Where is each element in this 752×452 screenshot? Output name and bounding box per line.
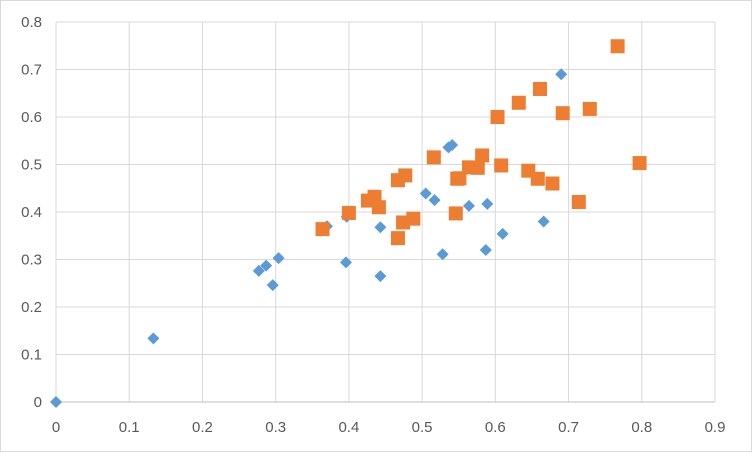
x-tick-label: 0.9 [705,419,726,436]
data-point-diamond [419,187,432,200]
data-point-diamond [260,259,273,272]
tick-labels: 0 0.1 0.2 0.3 0.4 0.5 0.6 0.7 0.8 0 0.1 0.2 0.3 0.4 0.… [21,14,725,436]
data-point-square [448,206,463,221]
x-tick-label: 0.4 [338,419,359,436]
data-point-square [582,101,597,116]
y-tick-label: 0 [34,394,42,411]
data-point-diamond [339,256,352,269]
data-point-diamond [479,244,492,256]
x-tick-label: 0.7 [558,419,579,436]
gridlines [56,21,716,402]
data-point-square [452,171,467,186]
data-point-square [371,200,386,215]
x-tick-label: 0.6 [485,419,506,436]
data-point-diamond [252,264,265,277]
data-point-square [555,106,570,121]
data-point-diamond [481,197,494,210]
y-tick-label: 0.4 [21,204,42,221]
x-tick-label: 0.8 [631,419,652,436]
y-tick-label: 0.1 [21,347,42,364]
data-point-diamond [374,270,387,283]
data-point-diamond [496,227,509,240]
y-tick-label: 0.5 [21,157,42,174]
y-tick-label: 0.8 [21,14,42,31]
data-point-diamond [374,221,387,234]
data-point-square [341,205,356,220]
data-point-diamond [462,199,475,212]
axes [55,22,715,403]
y-tick-label: 0.3 [21,252,42,269]
y-tick-label: 0.6 [21,109,42,126]
data-point-square [532,81,547,96]
data-point-square [398,168,413,183]
data-point-diamond [266,279,279,292]
data-point-square [571,195,586,210]
series [50,39,647,408]
data-point-diamond [446,139,459,152]
data-point-diamond [555,68,568,81]
data-point-square [475,148,490,163]
data-point-square [610,39,625,54]
data-point-square [494,158,509,173]
data-point-diamond [272,252,285,265]
data-point-square [490,110,505,124]
x-tick-label: 0.2 [192,419,213,436]
data-point-diamond [147,332,160,345]
data-point-diamond [50,396,62,408]
data-point-square [406,211,421,226]
series-2 [315,39,647,246]
x-tick-label: 0.3 [265,419,286,436]
data-point-diamond [537,215,550,228]
data-point-square [530,171,545,186]
data-point-square [545,176,560,191]
data-point-diamond [428,194,441,207]
data-point-square [426,150,441,165]
series-1 [50,68,568,408]
y-tick-label: 0.2 [21,299,42,316]
data-point-square [470,160,485,175]
y-tick-label: 0.7 [21,62,42,79]
x-tick-label: 0.5 [412,419,433,436]
x-tick-label: 0.1 [119,419,140,436]
data-point-square [315,222,330,237]
data-point-square [511,95,526,110]
x-tick-label: 0 [52,419,60,436]
data-point-square [390,231,405,246]
data-point-square [632,156,647,171]
data-point-diamond [436,248,449,261]
